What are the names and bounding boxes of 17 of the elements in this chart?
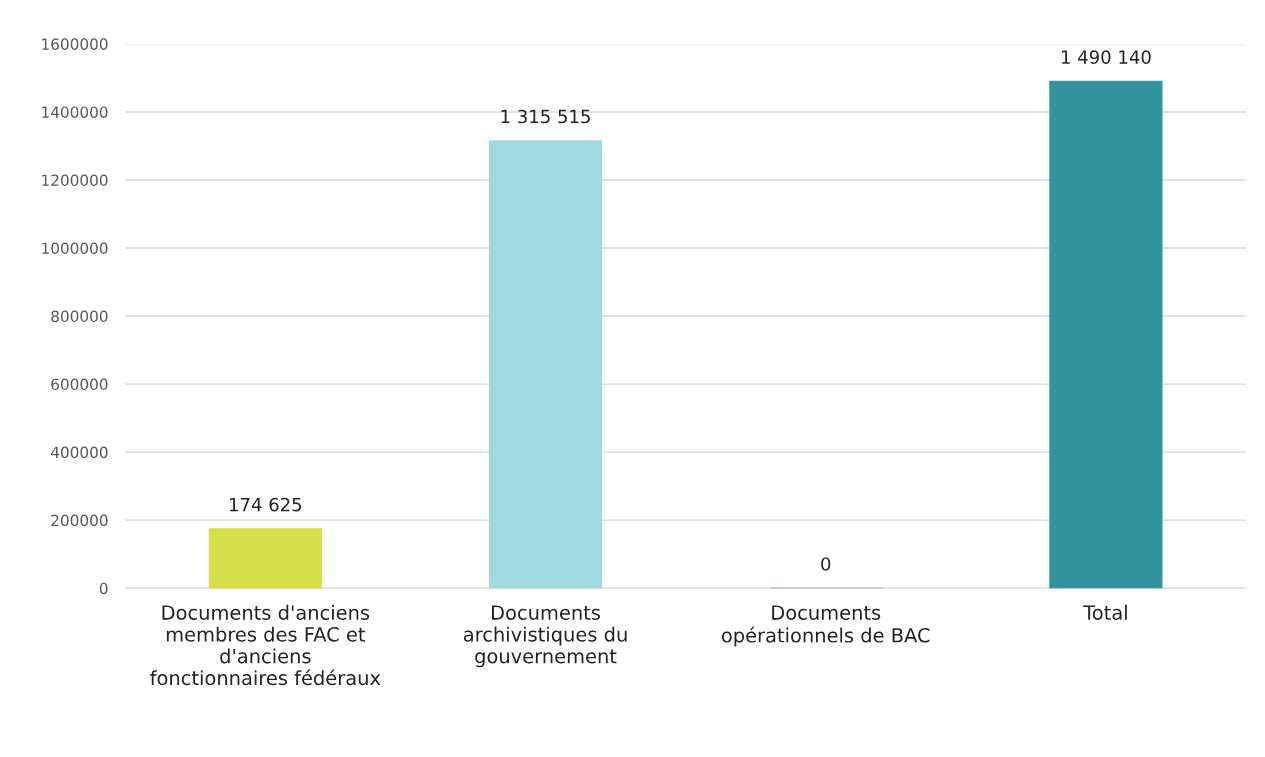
x-tick-label: Documents opérationnels de BAC [721,605,930,647]
data-label: 1 490 140 [1061,50,1151,64]
y-tick-label: 800000 [51,310,108,323]
x-tick-label: Documents d'anciens membres des FAC et d'anciens fonctionnaires fédéraux [150,604,381,686]
x-tick-label: Total [1083,604,1127,620]
y-tick-label: 600000 [51,378,108,391]
y-tick-label: 1400000 [42,106,108,118]
data-label: 1 315 515 [501,109,590,124]
x-tick-label: Documents archivistiques du gouvernement [463,605,627,668]
y-tick-label: 400000 [50,446,108,459]
y-tick-label: 0 [99,582,108,595]
data-label: 174 625 [229,497,302,512]
y-tick-label: 1600000 [42,38,108,50]
data-label: 0 [821,557,831,571]
y-tick-label: 200000 [51,514,108,527]
y-tick-label: 1200000 [42,174,108,186]
y-tick-label: 1000000 [42,242,108,255]
